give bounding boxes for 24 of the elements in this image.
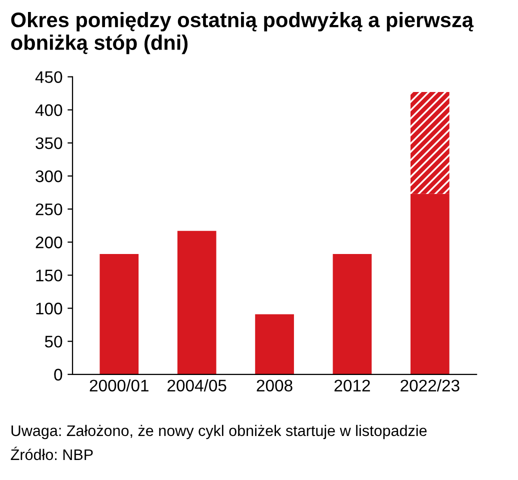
chart-title: Okres pomiędzy ostatnią podwyżką a pierwszą obniżką stóp (dni) [11, 12, 474, 54]
y-tick-label: 350 [36, 137, 62, 150]
bar [177, 230, 216, 374]
y-tick-label: 150 [36, 270, 62, 282]
text: Źródło: NBP [10, 446, 93, 460]
x-tick-label: 2008 [256, 380, 292, 392]
y-tick-label: 50 [44, 336, 62, 348]
text: Uwaga: Założono, że nowy cykl obniżek startuje w listopadzie [12, 424, 427, 440]
y-tick-label: 450 [35, 71, 62, 84]
bar [100, 254, 139, 374]
x-tick-label: 2012 [334, 380, 370, 392]
y-tick-label: 250 [36, 203, 62, 216]
bar [255, 314, 294, 374]
y-tick-label: 400 [35, 104, 62, 116]
y-tick-label: 0 [54, 368, 62, 381]
y-tick-label: 300 [36, 170, 62, 182]
bar [410, 92, 450, 194]
bar [410, 194, 450, 374]
x-tick-label: 2000/01 [90, 379, 148, 392]
x-tick-label: 2004/05 [168, 379, 226, 392]
y-tick-label: 100 [36, 302, 62, 314]
bar [332, 254, 372, 374]
y-tick-label: 200 [36, 236, 62, 248]
x-tick-label: 2022/23 [400, 379, 460, 392]
